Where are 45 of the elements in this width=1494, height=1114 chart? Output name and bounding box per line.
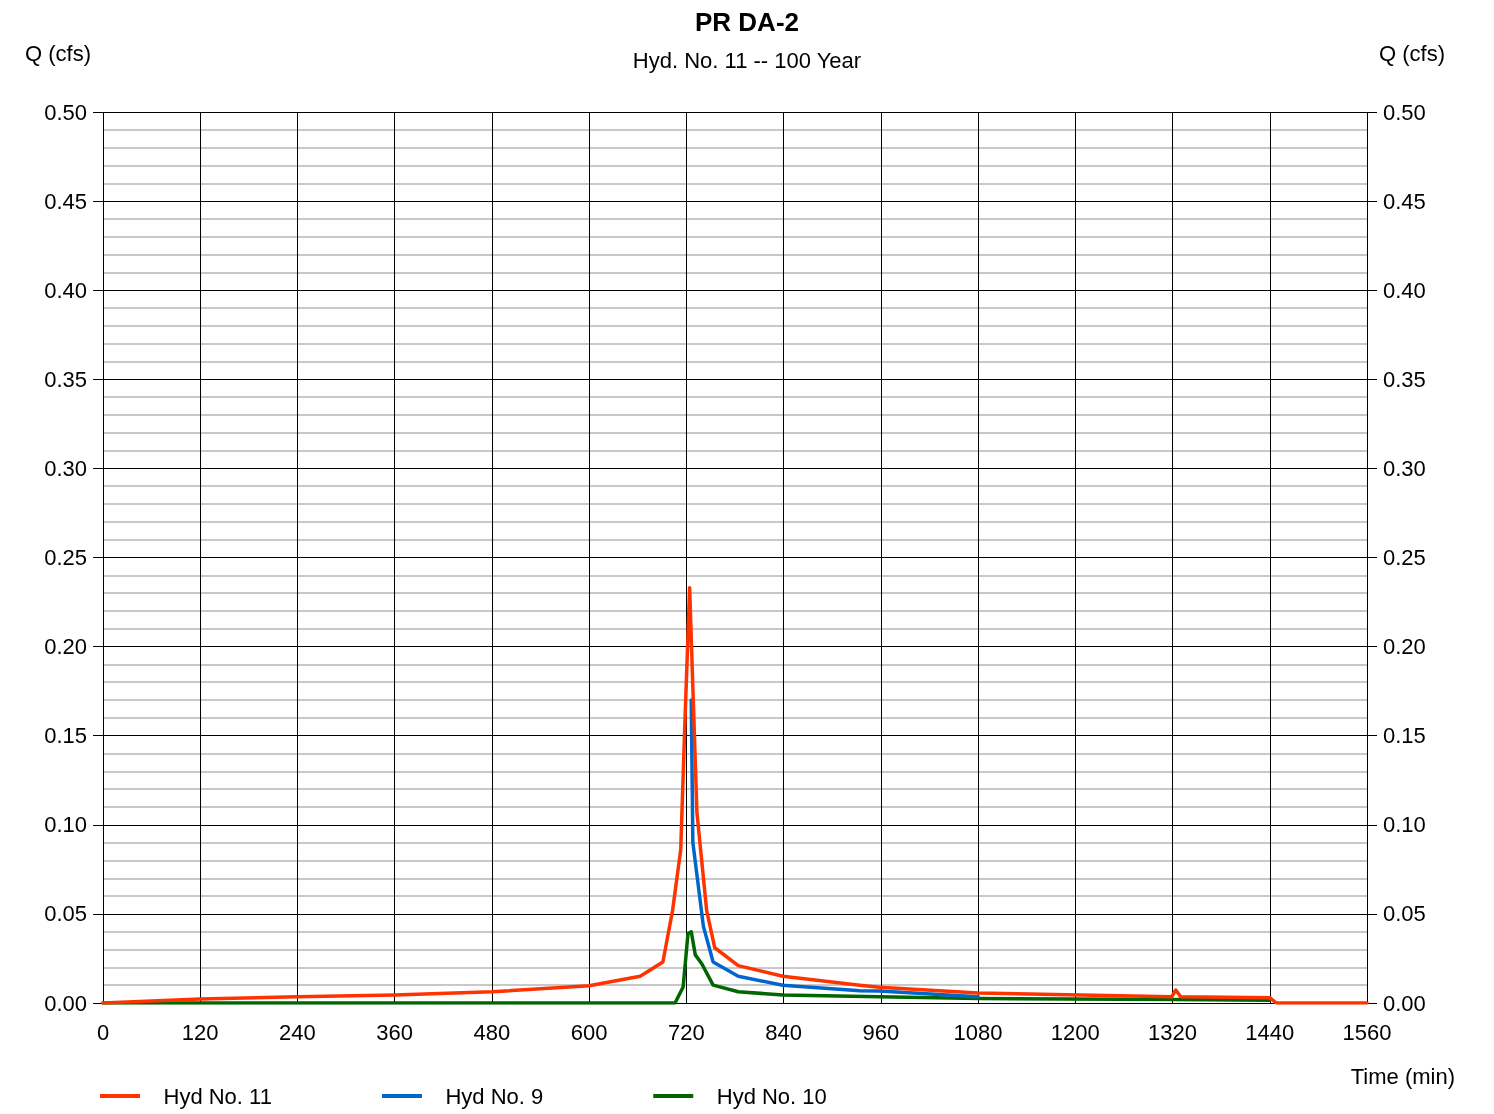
x-axis-title: Time (min) — [1350, 1063, 1455, 1089]
x-tick-label: 0 — [96, 1019, 110, 1045]
x-tick-label: 960 — [862, 1019, 900, 1045]
x-tick-label: 360 — [376, 1019, 414, 1045]
chart-subtitle: Hyd. No. 11 -- 100 Year — [632, 47, 862, 73]
y2-axis-title: Q (cfs) — [1379, 40, 1445, 66]
y2-tick-label: 0.10 — [1383, 812, 1426, 838]
y-tick-label: 0.00 — [44, 990, 87, 1016]
y-axis-title: Q (cfs) — [25, 40, 91, 66]
chart-title: PR DA-2 — [694, 7, 800, 37]
x-tick-label: 1200 — [1050, 1019, 1100, 1045]
legend-label: Hyd No. 10 — [716, 1083, 827, 1109]
legend-label: Hyd No. 11 — [163, 1083, 272, 1109]
y2-tick-label: 0.40 — [1383, 277, 1426, 303]
y-tick-label: 0.25 — [44, 545, 87, 570]
y2-tick-label: 0.15 — [1383, 723, 1426, 749]
legend-label: Hyd No. 9 — [445, 1083, 544, 1109]
y2-tick-label: 0.25 — [1383, 545, 1426, 570]
y2-tick-label: 0.00 — [1383, 990, 1426, 1016]
y2-tick-label: 0.35 — [1383, 366, 1426, 392]
x-tick-label: 240 — [279, 1019, 316, 1045]
x-tick-label: 840 — [765, 1019, 802, 1045]
x-tick-label: 720 — [668, 1019, 705, 1045]
x-tick-label: 600 — [570, 1019, 608, 1045]
y-tick-label: 0.50 — [44, 99, 87, 125]
y2-tick-label: 0.45 — [1383, 188, 1426, 214]
x-tick-label: 1560 — [1342, 1019, 1392, 1045]
y2-tick-label: 0.30 — [1383, 455, 1426, 481]
y-tick-label: 0.10 — [44, 812, 87, 838]
x-tick-label: 1440 — [1245, 1019, 1295, 1045]
y-tick-label: 0.30 — [44, 455, 87, 481]
y-tick-label: 0.20 — [44, 634, 87, 660]
y-tick-label: 0.35 — [44, 366, 87, 392]
x-tick-label: 480 — [473, 1019, 511, 1045]
y-tick-label: 0.15 — [44, 723, 87, 749]
y-tick-label: 0.45 — [44, 188, 87, 214]
y-tick-label: 0.40 — [44, 277, 87, 303]
x-tick-label: 1080 — [953, 1019, 1003, 1045]
x-tick-label: 1320 — [1148, 1019, 1198, 1045]
y2-tick-label: 0.05 — [1383, 901, 1426, 927]
x-tick-label: 120 — [181, 1019, 219, 1045]
y2-tick-label: 0.20 — [1383, 634, 1426, 660]
y2-tick-label: 0.50 — [1383, 99, 1426, 125]
y-tick-label: 0.05 — [44, 901, 87, 927]
line-series — [689, 698, 980, 999]
